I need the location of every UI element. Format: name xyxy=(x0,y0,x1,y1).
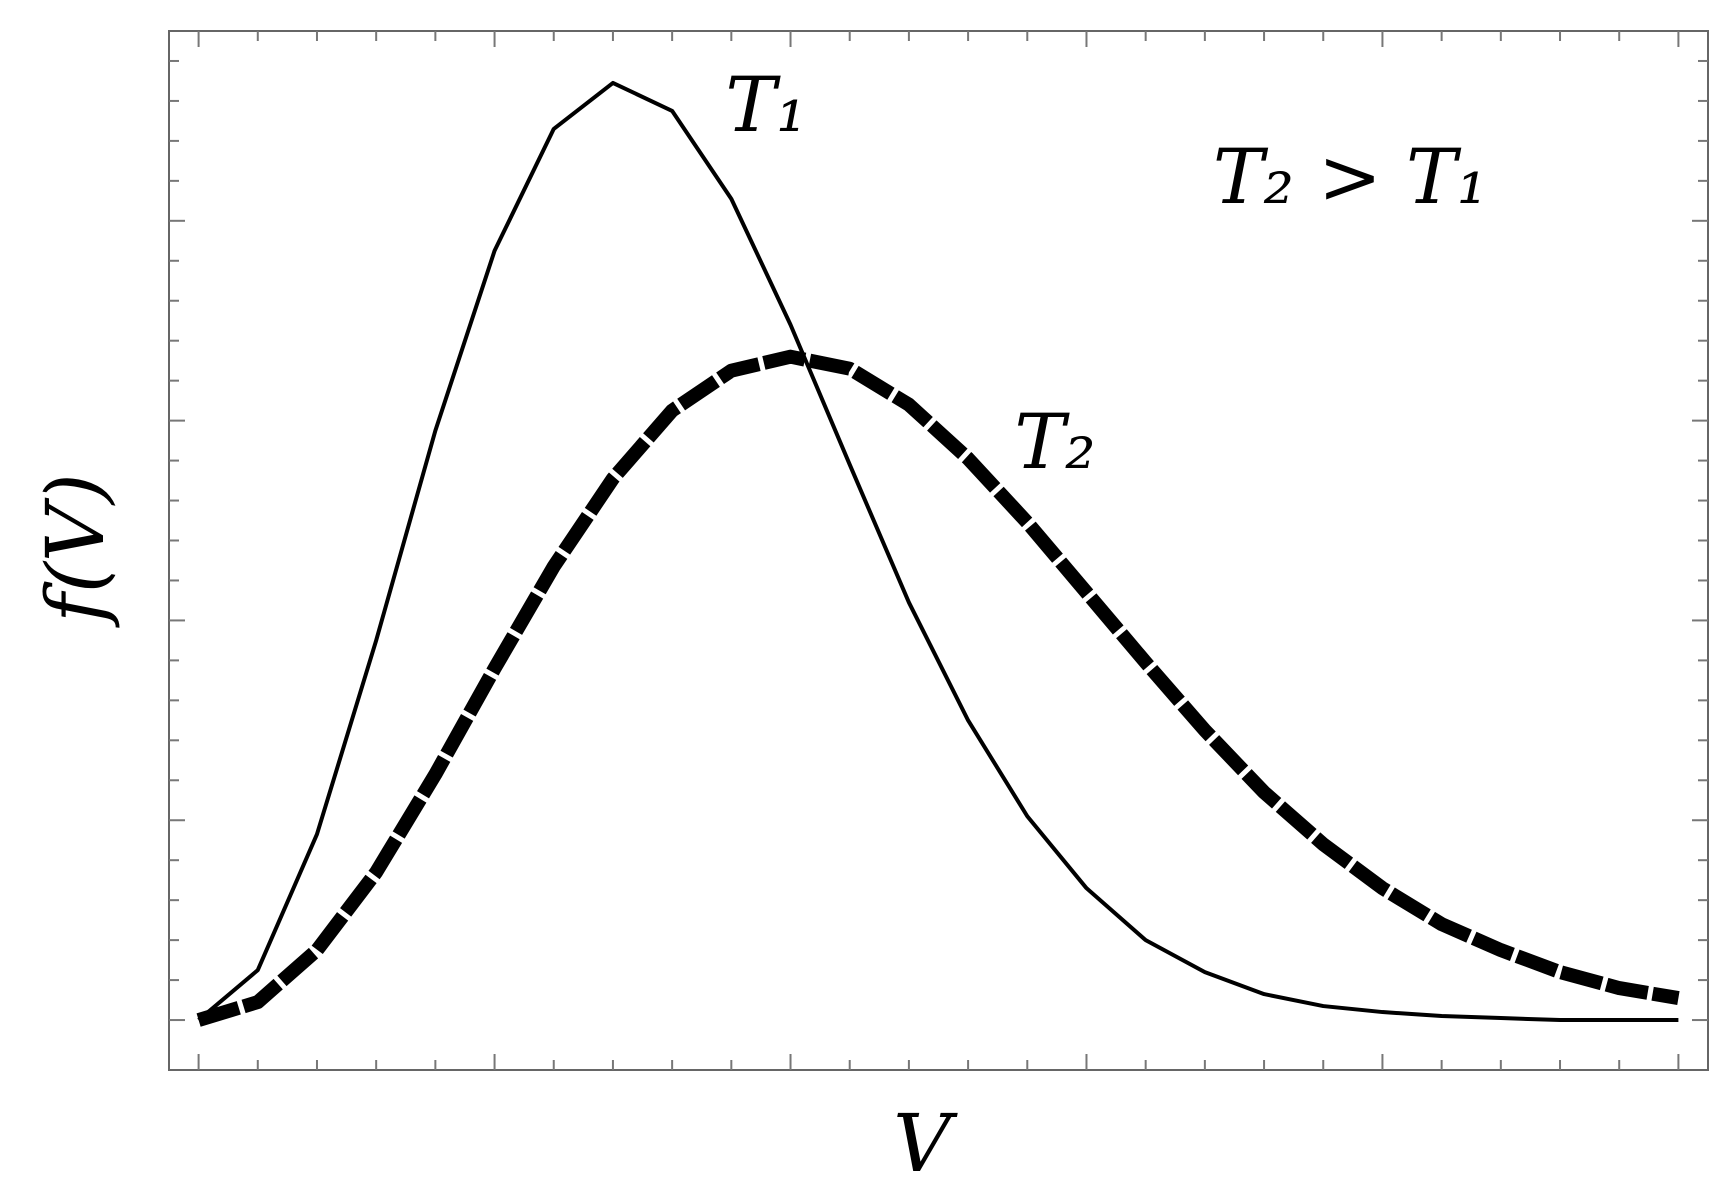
curve-label: T₂ xyxy=(1014,397,1095,486)
line-series xyxy=(196,349,1680,1027)
curve-label: T₁ xyxy=(725,60,806,149)
line-series xyxy=(197,80,1679,1023)
plot-frame xyxy=(168,30,1709,1071)
x-axis-label: V xyxy=(893,1097,958,1190)
y-axis-label: f(V) xyxy=(29,473,122,628)
annotation: T₂ > T₁ xyxy=(1213,132,1487,221)
